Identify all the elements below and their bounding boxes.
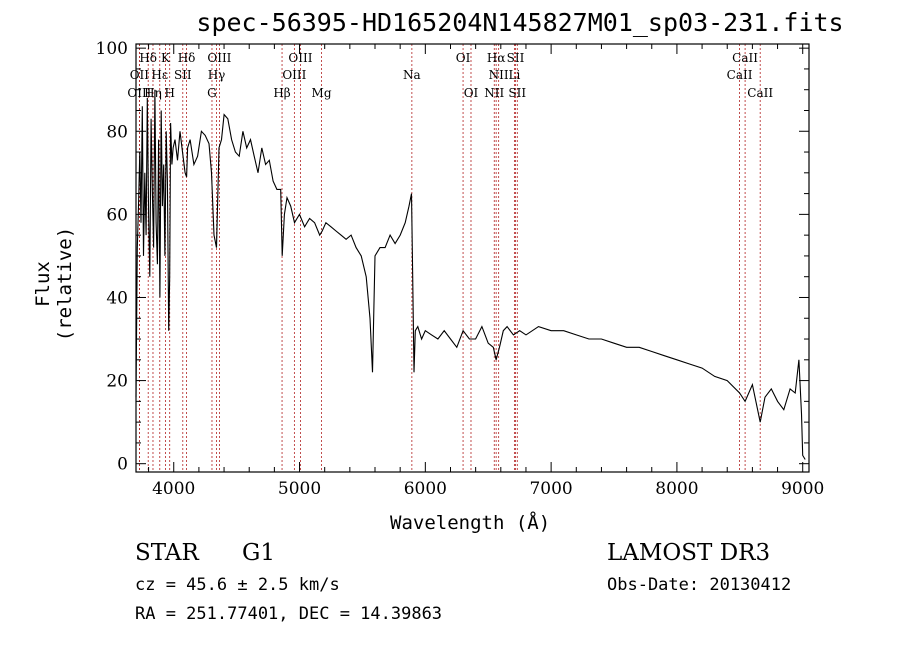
line-marker-label: OI [456, 51, 471, 65]
x-tick-label: 4000 [152, 479, 195, 499]
plot-frame [135, 43, 810, 473]
line-marker-label: K [161, 51, 171, 65]
line-marker-label: CaII [727, 68, 753, 82]
line-marker-label: OIII [127, 86, 151, 100]
object-subclass: G1 [242, 540, 276, 566]
redshift-text: cz = 45.6 ± 2.5 km/s [135, 575, 340, 595]
survey-name: LAMOST DR3 [607, 540, 771, 566]
line-marker-label: H [164, 86, 174, 100]
coordinates-text: RA = 251.77401, DEC = 14.39863 [135, 604, 443, 624]
x-tick-label: 5000 [278, 479, 321, 499]
line-marker-label: SII [508, 86, 526, 100]
line-markers [138, 44, 761, 472]
x-axis-label: Wavelength (Å) [390, 512, 551, 534]
x-tick-label: 8000 [655, 479, 698, 499]
y-tick-label: 100 [96, 39, 128, 59]
y-tick-label: 80 [106, 122, 128, 142]
x-tick-label: 6000 [404, 479, 447, 499]
line-marker-label: Mg [312, 86, 332, 100]
axis-tick-labels: 4000 5000 6000 7000 8000 9000 0 20 40 60 80 100 [96, 39, 825, 499]
axis-ticks [136, 44, 809, 472]
line-marker-label: SII [174, 68, 192, 82]
line-marker-label: Hε [151, 68, 168, 82]
x-tick-label: 7000 [529, 479, 572, 499]
x-tick-label: 9000 [781, 479, 824, 499]
line-marker-label: NII [489, 68, 509, 82]
line-marker-label: OIII [207, 51, 231, 65]
y-tick-label: 20 [106, 372, 128, 392]
line-marker-label: Hβ [273, 86, 290, 100]
line-marker-label: Hγ [208, 68, 226, 82]
y-tick-label: 60 [106, 205, 128, 225]
line-marker-label: OIII [288, 51, 312, 65]
line-marker-label: OI [464, 86, 479, 100]
line-marker-label: G [207, 86, 217, 100]
line-marker-label: NII [484, 86, 504, 100]
y-axis-label: Flux (relative) [32, 226, 76, 342]
line-marker-label: OIII [282, 68, 306, 82]
line-marker-label: CaII [732, 51, 758, 65]
spectrum-line [135, 89, 806, 460]
obs-date: Obs-Date: 20130412 [607, 575, 792, 595]
line-marker-label: Na [403, 68, 421, 82]
line-marker-label: Hδ [178, 51, 196, 65]
line-marker-label: Li [508, 68, 520, 82]
line-marker-label: CaII [747, 86, 773, 100]
object-class: STAR [135, 540, 199, 566]
y-tick-label: 40 [106, 288, 128, 308]
line-marker-label: Hη [144, 86, 162, 100]
line-marker-label: SII [507, 51, 525, 65]
y-tick-label: 0 [117, 455, 128, 475]
line-marker-label: OII [130, 68, 150, 82]
line-marker-label: Hδ [139, 51, 157, 65]
line-marker-label: Hα [487, 51, 506, 65]
chart-title: spec-56395-HD165204N145827M01_sp03-231.f… [196, 8, 844, 37]
